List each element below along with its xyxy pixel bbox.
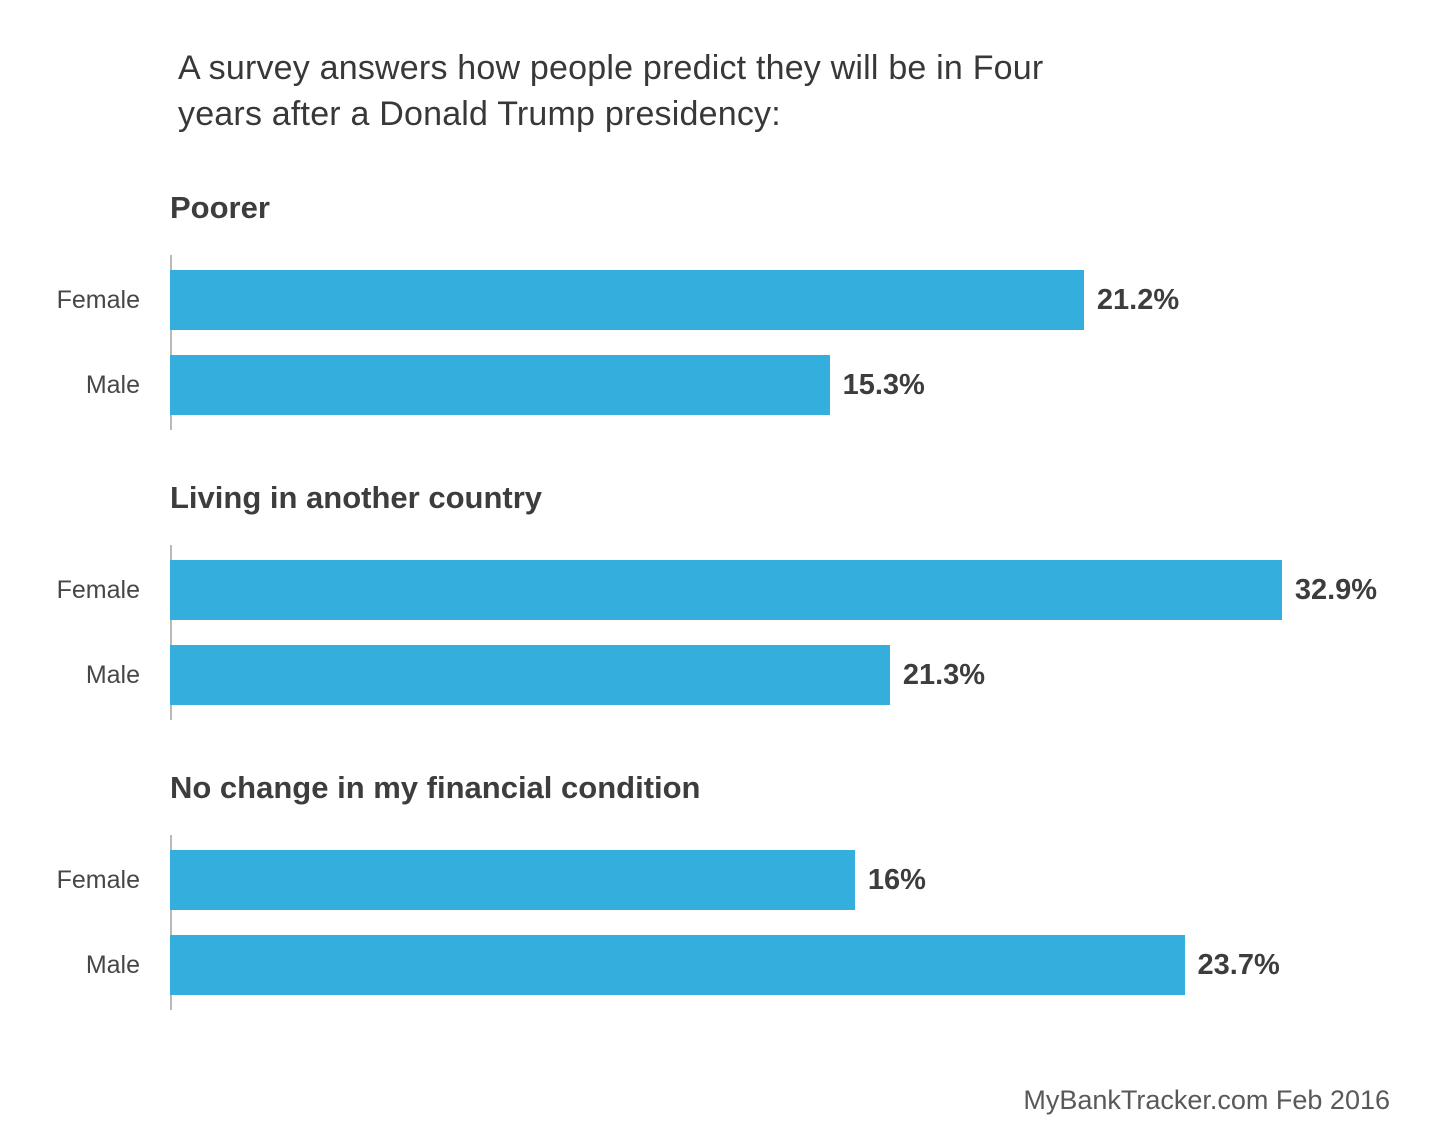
chart-section-poorer: Poorer Female 21.2% Male 15.3% bbox=[0, 190, 1440, 430]
bar-male bbox=[170, 645, 890, 705]
bar-female bbox=[170, 560, 1282, 620]
bar-row-male: Male 23.7% bbox=[86, 935, 1390, 995]
bar-value-label: 32.9% bbox=[1294, 573, 1378, 606]
bar-row-male: Male 21.3% bbox=[86, 645, 1390, 705]
y-axis-line bbox=[170, 255, 172, 430]
chart-title: Living in another country bbox=[170, 480, 543, 515]
bar-female bbox=[170, 850, 855, 910]
category-label: Female bbox=[56, 285, 140, 314]
category-label: Female bbox=[56, 575, 140, 604]
bar-chart: Female 32.9% Male 21.3% bbox=[57, 545, 1390, 720]
chart-section-no-change: No change in my financial condition Fema… bbox=[0, 770, 1440, 1010]
chart-section-living-abroad: Living in another country Female 32.9% M… bbox=[0, 480, 1440, 720]
y-axis-line bbox=[170, 835, 172, 1010]
bar-row-female: Female 32.9% bbox=[57, 560, 1390, 620]
page-title-line1: A survey answers how people predict they… bbox=[178, 49, 1044, 87]
page-title-line2: years after a Donald Trump presidency: bbox=[178, 95, 781, 133]
category-label: Male bbox=[85, 950, 140, 979]
bar-male bbox=[170, 355, 830, 415]
bar-value-label: 23.7% bbox=[1197, 948, 1280, 981]
bar-chart: Female 21.2% Male 15.3% bbox=[57, 255, 1390, 430]
page-title: A survey answers how people predict they… bbox=[178, 45, 1208, 137]
chart-title: No change in my financial condition bbox=[170, 770, 701, 805]
chart-title: Poorer bbox=[170, 190, 270, 225]
source-credit: MyBankTracker.com Feb 2016 bbox=[1023, 1085, 1390, 1115]
bar-chart: Female 16% Male 23.7% bbox=[57, 835, 1390, 1010]
bar-female bbox=[170, 270, 1084, 330]
category-label: Male bbox=[85, 660, 140, 689]
bar-value-label: 21.2% bbox=[1096, 283, 1180, 316]
bar-value-label: 21.3% bbox=[902, 658, 986, 691]
y-axis-line bbox=[170, 545, 172, 720]
bar-value-label: 16% bbox=[867, 863, 926, 896]
bar-male bbox=[170, 935, 1185, 995]
bar-row-male: Male 15.3% bbox=[86, 355, 1390, 415]
bar-row-female: Female 21.2% bbox=[57, 270, 1390, 330]
category-label: Male bbox=[85, 370, 140, 399]
bar-value-label: 15.3% bbox=[842, 368, 925, 401]
category-label: Female bbox=[56, 865, 140, 894]
bar-row-female: Female 16% bbox=[57, 850, 1390, 910]
